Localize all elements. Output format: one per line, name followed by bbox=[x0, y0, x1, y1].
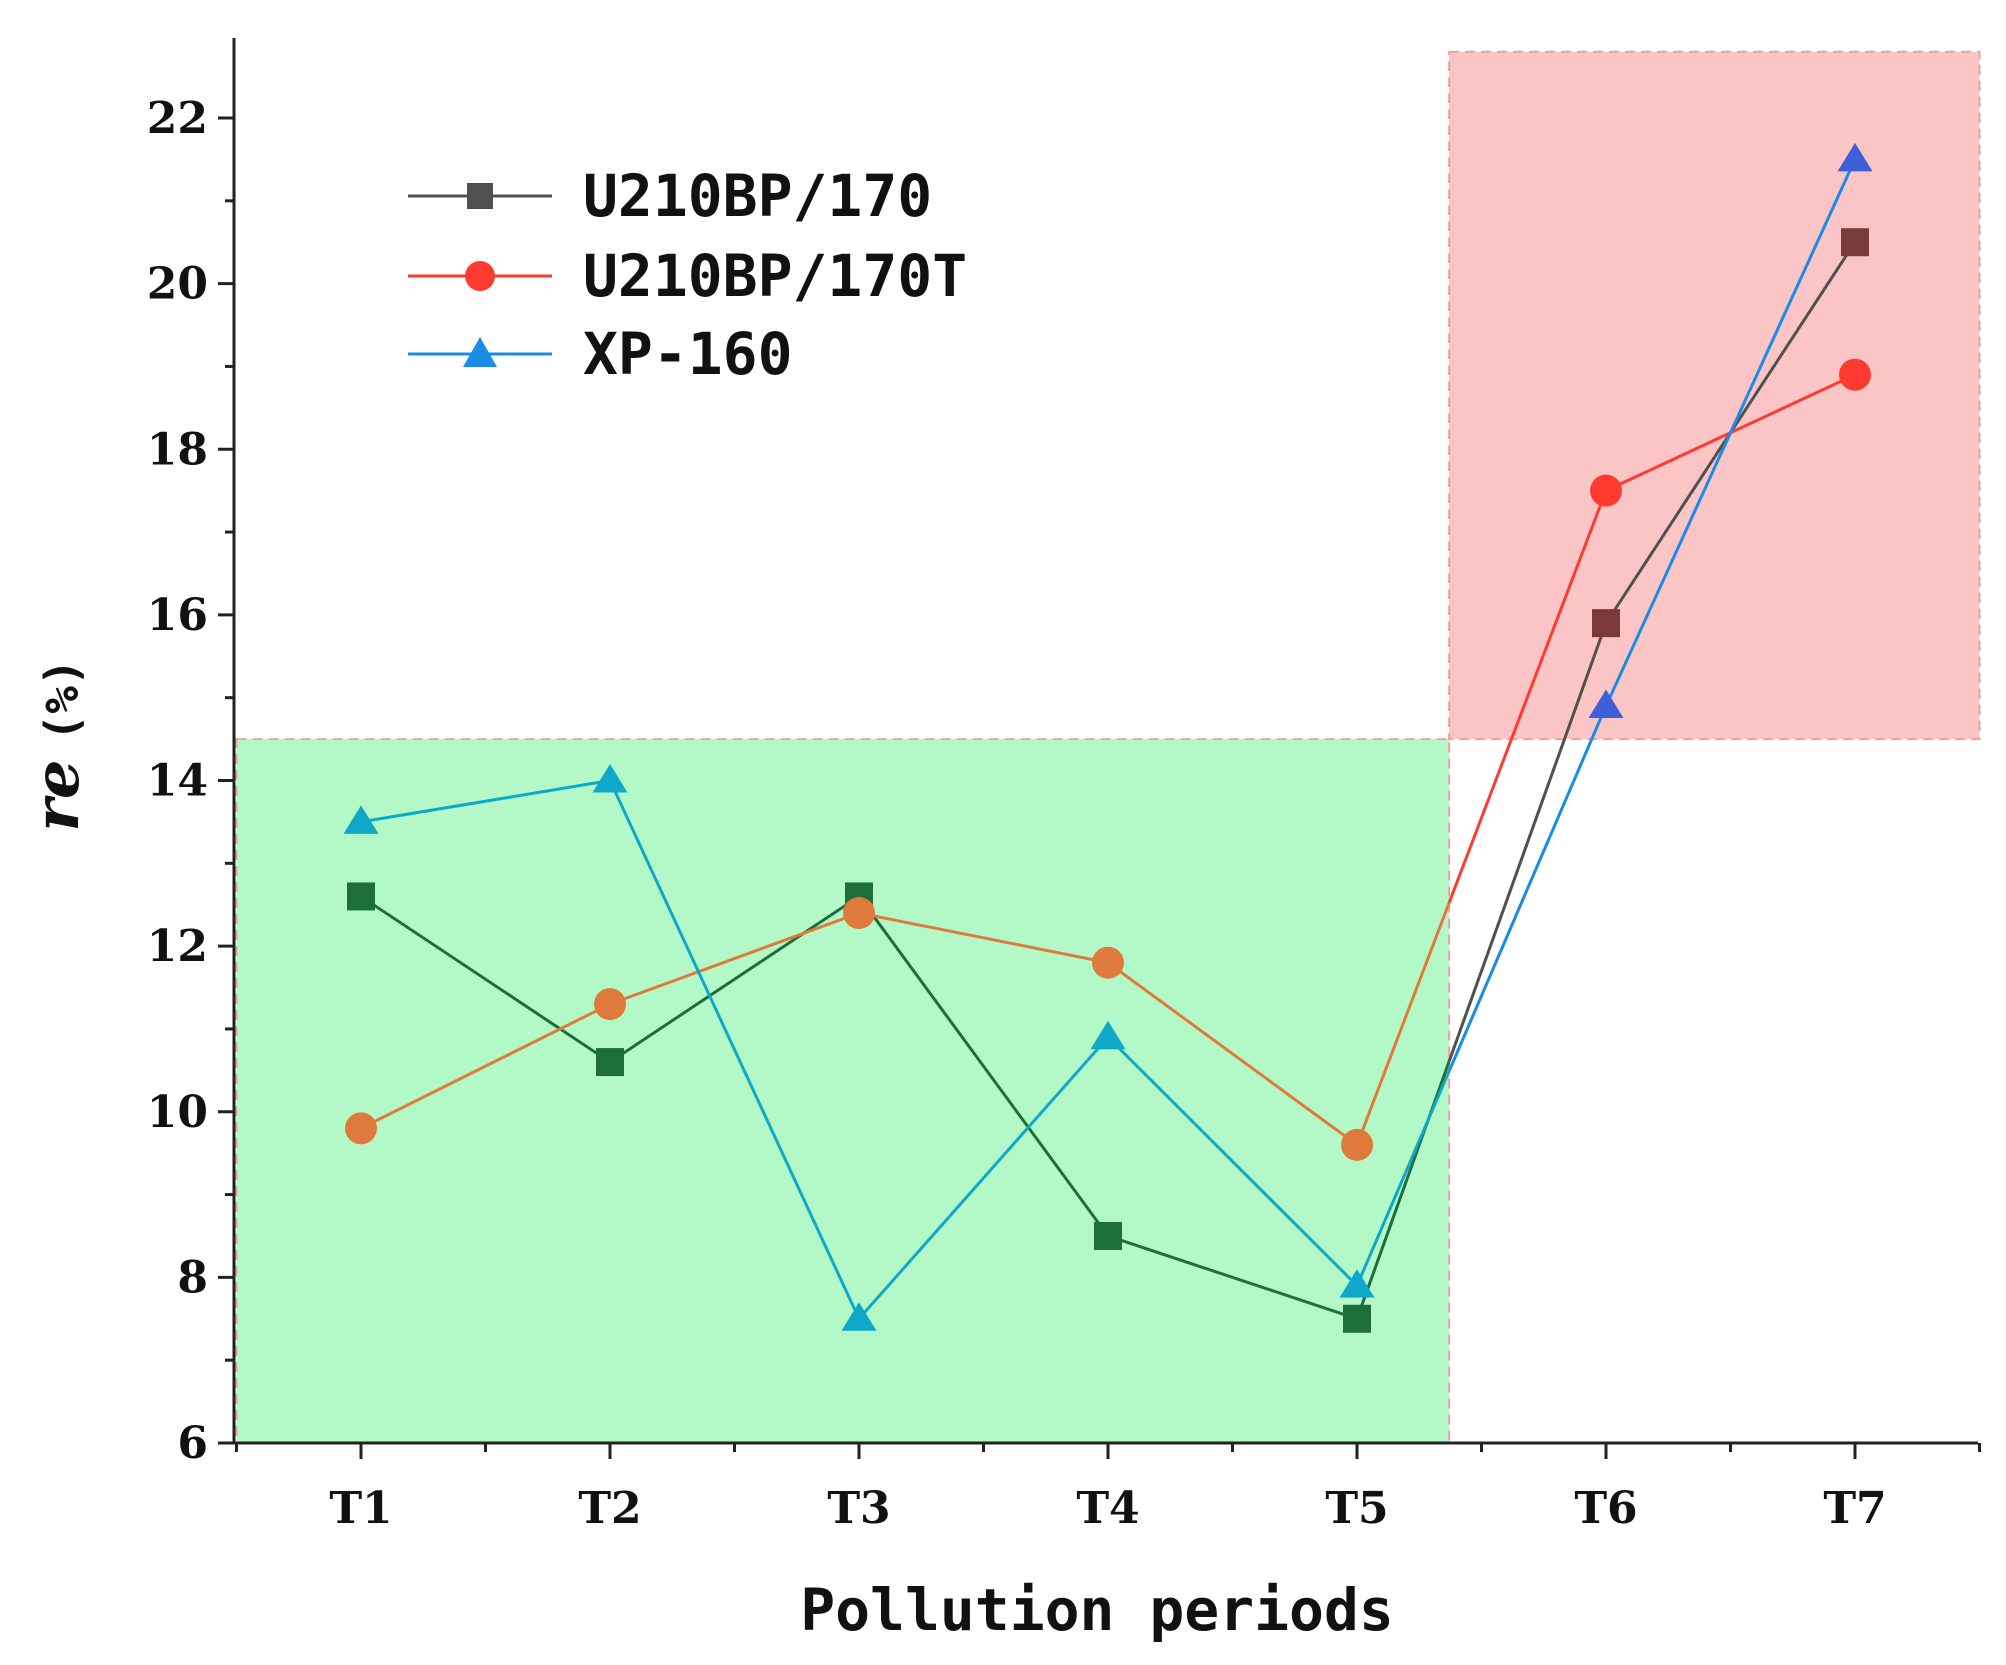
data-point-u210bp-170 bbox=[347, 882, 375, 911]
legend-item-u210bp-170t: U210BP/170T bbox=[408, 242, 967, 310]
data-point-xp-160 bbox=[1339, 1269, 1375, 1298]
legend-marker-xp-160 bbox=[463, 337, 497, 367]
series-segment-u210bp-170t bbox=[1107, 961, 1358, 1147]
data-point-u210bp-170t bbox=[1092, 946, 1124, 979]
legend-item-xp-160: XP-160 bbox=[408, 320, 793, 388]
data-point-xp-160 bbox=[592, 764, 628, 793]
series-segment-xp-160 bbox=[857, 1036, 1110, 1320]
series-segment-u210bp-170 bbox=[609, 895, 860, 1064]
series-segment-xp-160 bbox=[1106, 1036, 1359, 1287]
y-tick-label: 10 bbox=[147, 1087, 208, 1138]
series-segment-u210bp-170 bbox=[360, 895, 611, 1064]
x-tick-label: T3 bbox=[827, 1483, 890, 1534]
series-segment-u210bp-170 bbox=[1447, 622, 1608, 1062]
svg-text:re (%): re (%) bbox=[20, 658, 93, 831]
region-green-zone bbox=[235, 738, 1451, 1444]
data-point-xp-160 bbox=[841, 1302, 877, 1331]
data-point-u210bp-170 bbox=[596, 1048, 624, 1077]
y-axis-title-variable: re bbox=[20, 759, 93, 831]
x-tick-label: T5 bbox=[1325, 1483, 1388, 1534]
data-point-xp-160 bbox=[1090, 1020, 1126, 1050]
series-segment-xp-160 bbox=[360, 779, 611, 824]
x-tick-label: T7 bbox=[1823, 1483, 1886, 1534]
series-segment-u210bp-170 bbox=[1107, 1234, 1358, 1321]
y-tick-label: 14 bbox=[147, 756, 208, 807]
x-tick-label: T6 bbox=[1574, 1483, 1637, 1534]
y-tick-label: 16 bbox=[147, 590, 208, 641]
legend-label-u210bp-170t: U210BP/170T bbox=[583, 242, 967, 310]
y-tick-label: 22 bbox=[147, 93, 208, 144]
series-segment-u210bp-170t bbox=[1355, 902, 1451, 1146]
x-tick-label: T4 bbox=[1076, 1483, 1139, 1534]
series-segment-u210bp-170t bbox=[360, 1002, 611, 1130]
series-segment-xp-160 bbox=[1355, 1070, 1451, 1287]
data-point-u210bp-170 bbox=[1094, 1221, 1122, 1250]
axes-layer: 6 8 10 12 14 16 18 20 22 T1 T2 T3 T4 T5 T6 T7 bbox=[147, 38, 1981, 1534]
series-segment-xp-160 bbox=[1604, 158, 1857, 707]
y-axis-title: re (%) bbox=[20, 658, 93, 831]
series-segment-xp-160 bbox=[1447, 705, 1608, 1072]
data-point-xp-160 bbox=[1588, 689, 1624, 718]
markers-layer bbox=[343, 142, 1873, 1333]
series-segment-u210bp-170 bbox=[857, 895, 1110, 1237]
x-tick-label: T2 bbox=[578, 1483, 641, 1534]
data-point-u210bp-170 bbox=[1592, 609, 1620, 638]
data-point-xp-160 bbox=[343, 805, 379, 834]
data-point-u210bp-170t bbox=[1590, 474, 1622, 507]
data-point-u210bp-170t bbox=[1341, 1128, 1373, 1161]
data-point-u210bp-170t bbox=[1839, 358, 1871, 391]
series-segment-u210bp-170t bbox=[609, 911, 860, 1006]
legend-item-u210bp-170: U210BP/170 bbox=[408, 162, 932, 230]
y-axis-title-unit: (%) bbox=[35, 658, 89, 741]
regions-layer bbox=[235, 50, 1981, 1444]
y-tick-label: 6 bbox=[177, 1418, 208, 1469]
x-axis-title: Pollution periods bbox=[800, 1576, 1394, 1644]
lines-layer bbox=[360, 158, 1857, 1321]
legend-label-xp-160: XP-160 bbox=[583, 320, 793, 388]
data-point-u210bp-170t bbox=[345, 1112, 377, 1145]
y-tick-label: 18 bbox=[147, 424, 208, 475]
data-point-u210bp-170t bbox=[843, 897, 875, 929]
y-tick-label: 12 bbox=[147, 921, 208, 972]
data-point-xp-160 bbox=[1837, 142, 1873, 172]
data-point-u210bp-170 bbox=[1841, 228, 1869, 257]
region-red-zone bbox=[1448, 50, 1981, 741]
legend-label-u210bp-170: U210BP/170 bbox=[583, 162, 932, 230]
legend-marker-u210bp-170 bbox=[467, 183, 493, 209]
series-segment-u210bp-170t bbox=[858, 911, 1109, 965]
y-tick-label: 8 bbox=[177, 1252, 208, 1303]
x-tick-label: T1 bbox=[329, 1483, 392, 1534]
y-tick-label: 20 bbox=[147, 259, 208, 310]
legend-marker-u210bp-170t bbox=[465, 261, 495, 291]
legend: U210BP/170 U210BP/170T XP-160 bbox=[408, 162, 967, 388]
data-point-u210bp-170t bbox=[594, 988, 626, 1021]
data-point-u210bp-170 bbox=[1343, 1304, 1371, 1333]
series-segment-u210bp-170t bbox=[1447, 490, 1608, 904]
series-segment-xp-160 bbox=[608, 779, 861, 1320]
